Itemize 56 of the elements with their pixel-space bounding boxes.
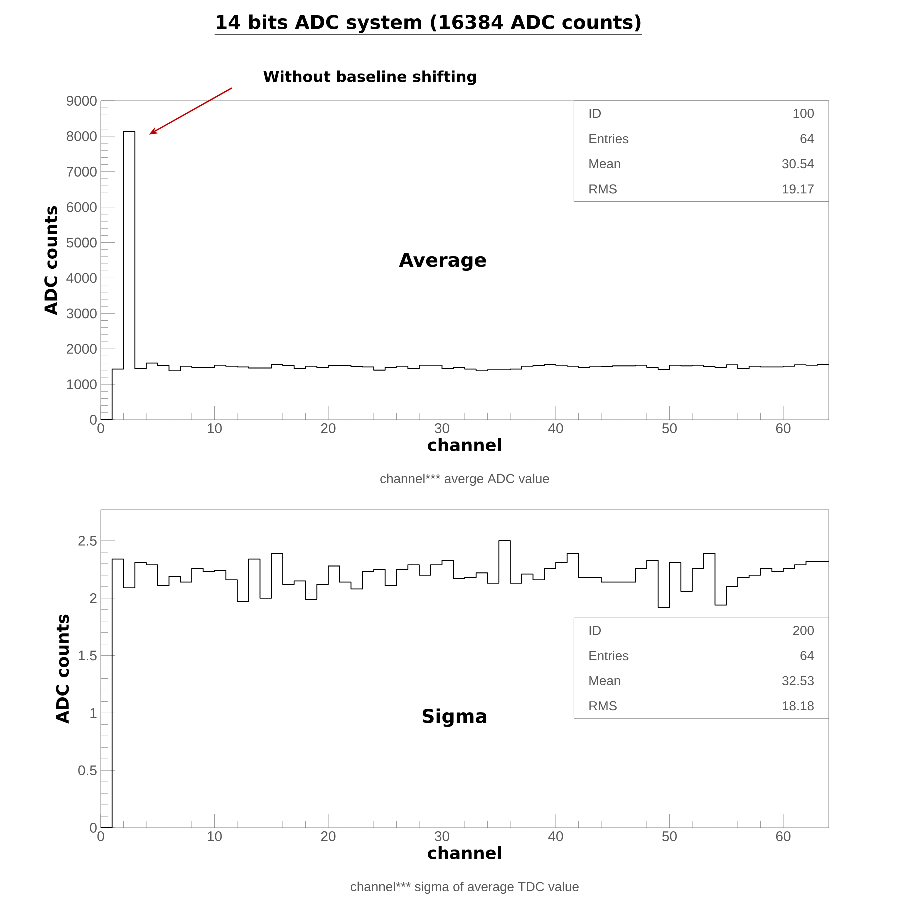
annotation: 200 — [794, 626, 814, 636]
chart-title: 14 bits ADC system (16384 ADC counts) — [217, 14, 641, 34]
y-tick-label: 0 — [90, 823, 97, 833]
y-tick-label: 1 — [90, 708, 97, 718]
x-axis-title: channel — [428, 438, 502, 452]
y-axis-title: ADC counts — [56, 614, 70, 724]
annotation: 30.54 — [782, 159, 814, 169]
y-tick-label: 0.5 — [78, 766, 97, 776]
text: channel*** averge ADC value — [380, 474, 550, 486]
y-tick-label: 1.5 — [79, 650, 97, 661]
y-axis-title: ADC counts — [44, 206, 58, 316]
annotation: 18.18 — [783, 701, 814, 711]
y-tick-label: 7000 — [67, 166, 97, 177]
annotation: Sigma — [422, 708, 487, 728]
x-tick-label: 0 — [98, 832, 104, 842]
x-tick-label: 30 — [434, 832, 450, 842]
y-tick-label: 3000 — [66, 308, 97, 319]
x-tick-label: 20 — [321, 424, 336, 434]
x-tick-label: 0 — [98, 424, 104, 434]
annotation: ID — [590, 109, 602, 118]
x-tick-label: 20 — [321, 832, 336, 842]
y-tick-label: 6000 — [67, 202, 97, 212]
annotation: Average — [399, 253, 486, 272]
x-tick-label: 50 — [662, 424, 677, 434]
x-tick-label: 30 — [434, 424, 450, 434]
annotation: Mean — [590, 159, 620, 169]
annotation: Entries — [590, 651, 629, 661]
y-tick-label: 2.5 — [78, 536, 97, 546]
x-axis-title: channel — [428, 846, 502, 860]
annotation: 19.17 — [783, 184, 814, 194]
annotation: Entries — [590, 134, 629, 144]
annotation: 64 — [800, 651, 814, 660]
annotation: Mean — [590, 676, 620, 686]
x-tick-label: 40 — [548, 832, 564, 842]
y-tick-label: 4000 — [66, 273, 97, 284]
x-tick-label: 40 — [548, 424, 564, 434]
annotation: 100 — [794, 109, 814, 118]
x-tick-label: 10 — [208, 832, 222, 842]
y-tick-label: 0 — [90, 415, 97, 425]
y-tick-label: 5000 — [66, 238, 97, 248]
annotation: 32.53 — [782, 676, 814, 686]
y-tick-label: 1000 — [67, 380, 97, 390]
y-tick-label: 8000 — [66, 131, 97, 142]
y-tick-label: 2000 — [67, 344, 97, 354]
text: channel*** sigma of average TDC value — [351, 882, 579, 894]
annotation: 64 — [800, 134, 814, 144]
y-tick-label: 2 — [90, 593, 97, 604]
annotation: RMS — [590, 701, 617, 711]
annotation: ID — [590, 626, 602, 636]
y-tick-label: 9000 — [66, 96, 97, 106]
x-tick-label: 60 — [776, 832, 791, 842]
x-tick-label: 60 — [776, 424, 791, 434]
x-tick-label: 10 — [208, 424, 222, 434]
text: Without baseline shifting — [264, 70, 476, 86]
x-tick-label: 50 — [662, 832, 677, 842]
annotation: RMS — [590, 184, 617, 194]
